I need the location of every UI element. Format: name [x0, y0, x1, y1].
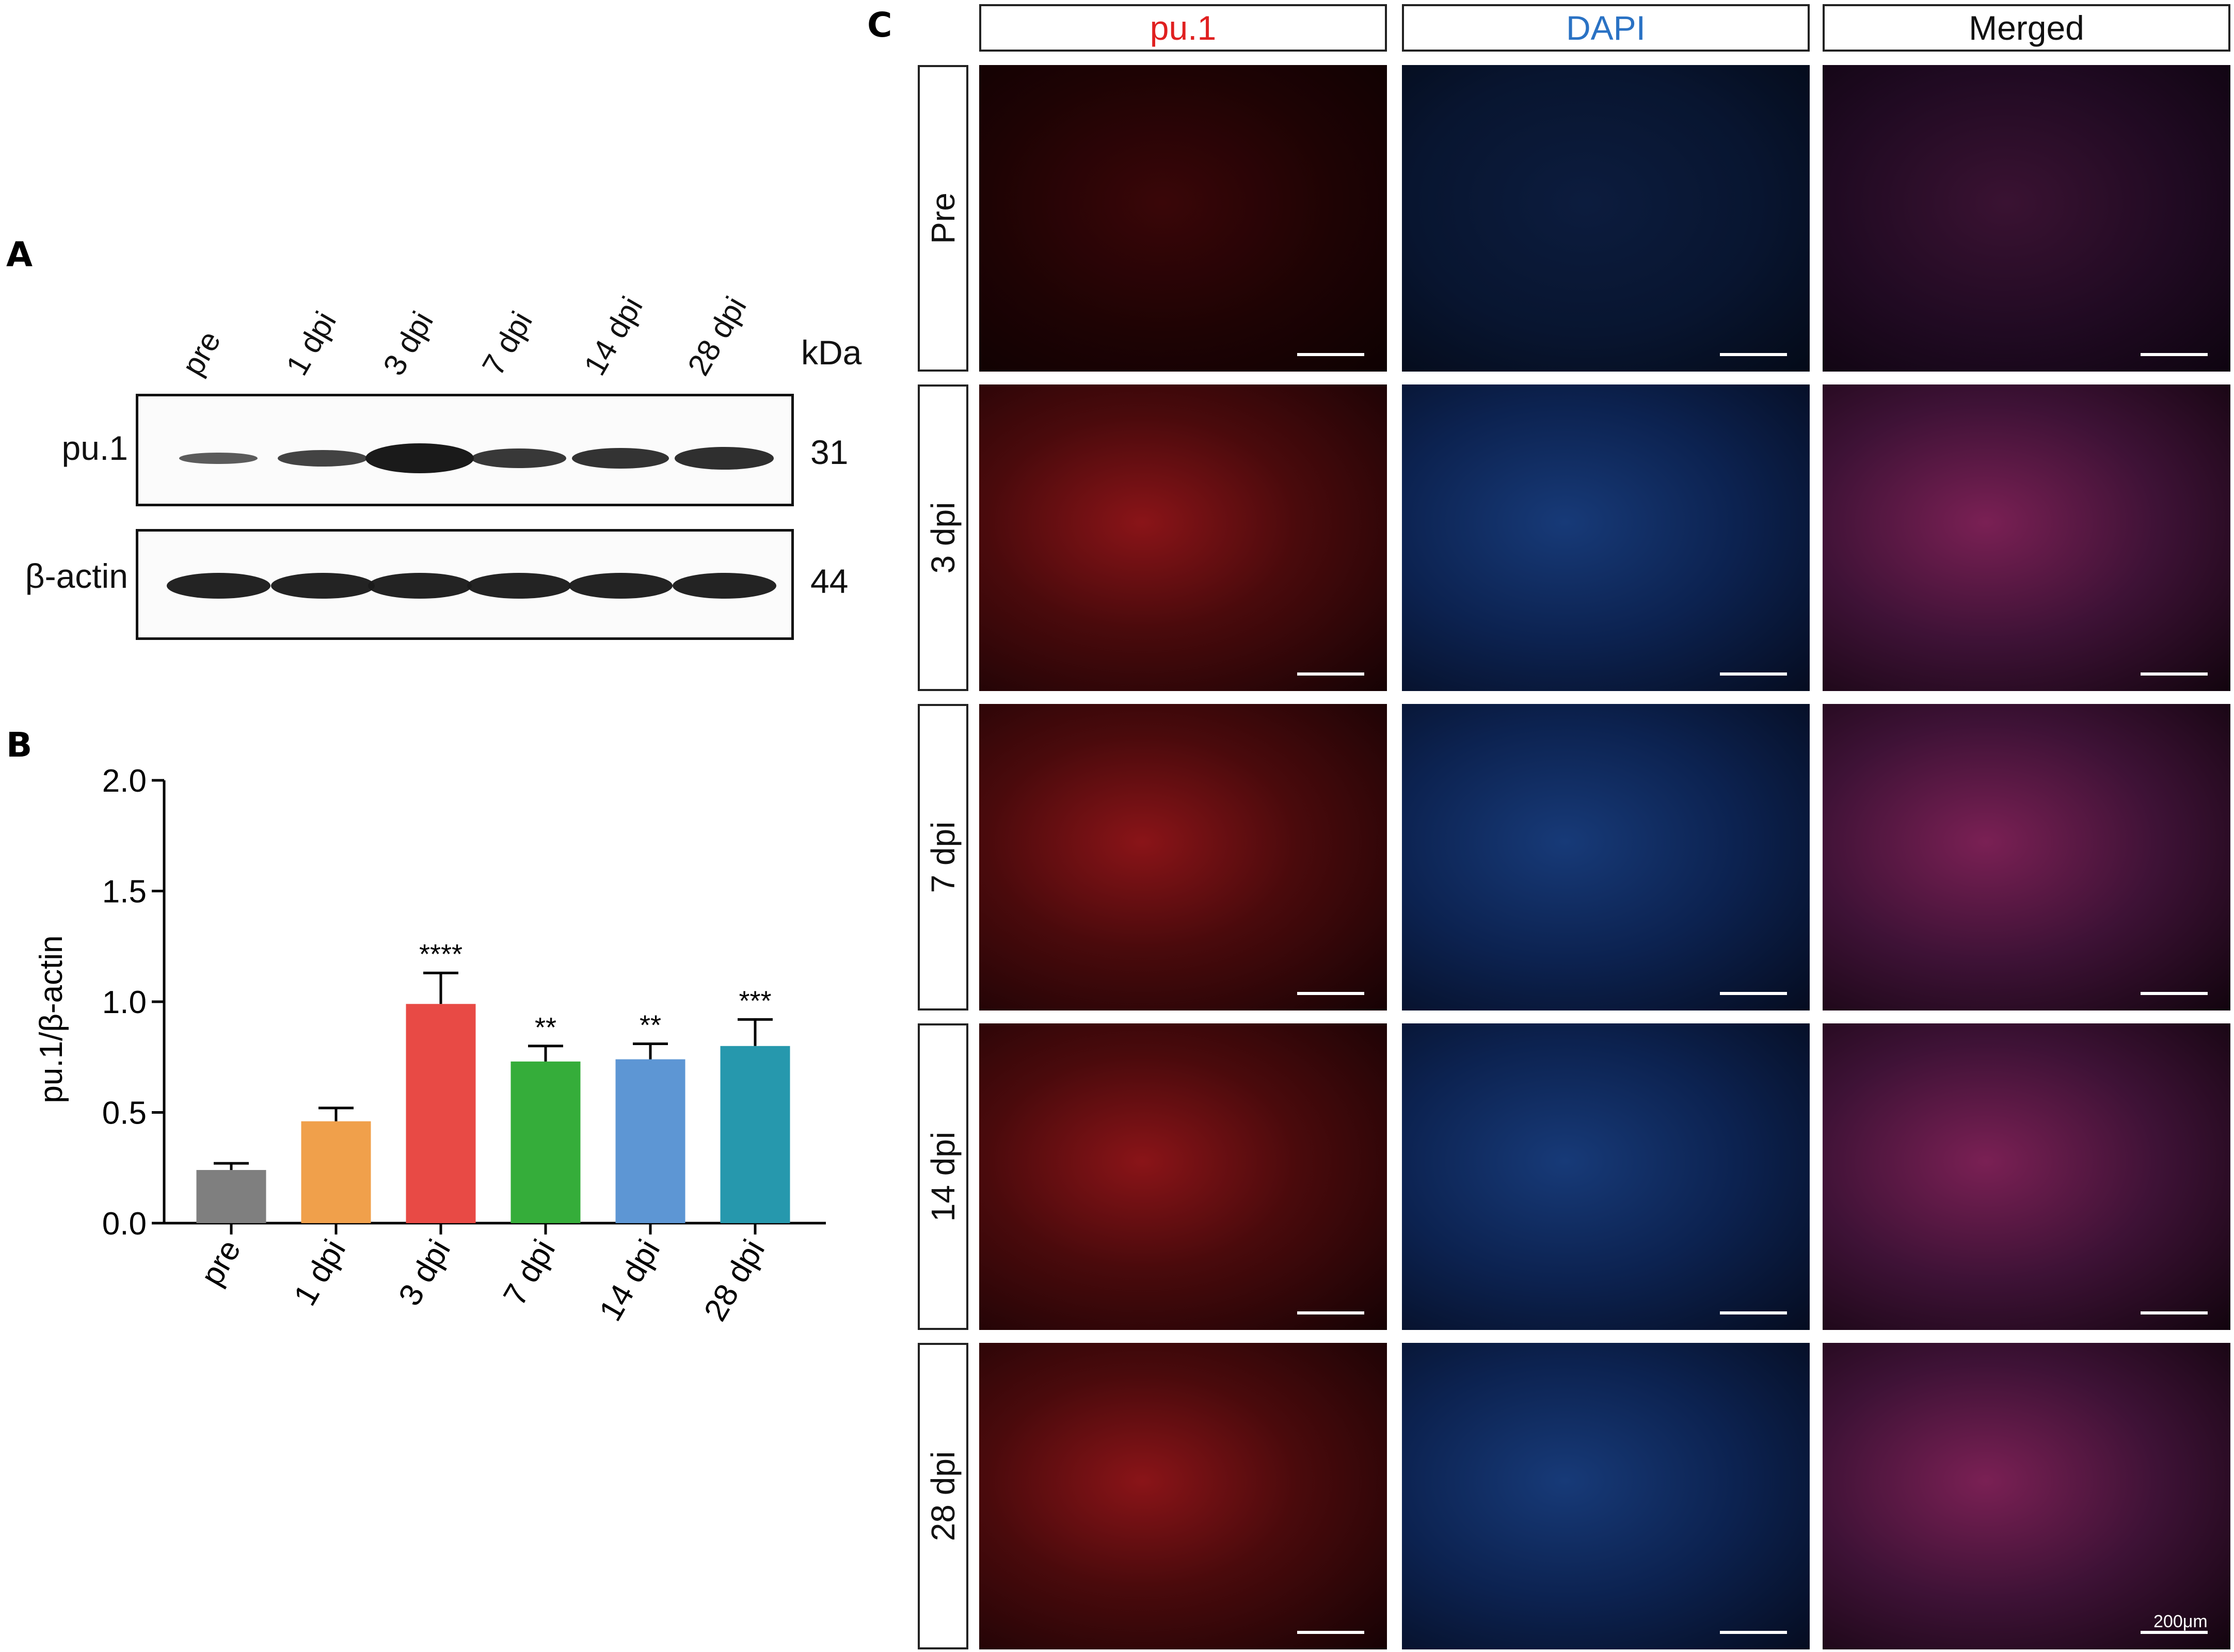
scale-bar	[2141, 353, 2208, 356]
scale-bar	[2141, 672, 2208, 676]
scale-bar	[1720, 992, 1787, 995]
x-tick-label: 3 dpi	[392, 1234, 457, 1312]
kda-value-pu1: 31	[810, 433, 849, 471]
blot-band	[368, 572, 472, 599]
scale-bar	[1297, 992, 1364, 995]
scale-bar	[1297, 1311, 1364, 1314]
y-tick-label: 0.0	[102, 1206, 147, 1242]
column-header: DAPI	[1402, 4, 1810, 52]
bar	[615, 1059, 685, 1223]
scale-bar	[2141, 992, 2208, 995]
x-tick-label: pre	[194, 1234, 248, 1292]
y-tick-label: 1.5	[102, 874, 147, 910]
micrograph-blue	[1402, 1023, 1810, 1330]
lane-label: 14 dpi	[577, 291, 649, 381]
bar	[406, 1004, 476, 1223]
blot-band	[365, 443, 474, 473]
x-tick-label: 7 dpi	[497, 1234, 562, 1312]
micrograph-red	[979, 1343, 1387, 1649]
blot-band	[675, 447, 774, 470]
scale-bar	[1720, 353, 1787, 356]
micrograph-red	[979, 65, 1387, 372]
lane-label: 1 dpi	[279, 306, 343, 381]
micrograph-blue	[1402, 384, 1810, 691]
kda-value-bactin: 44	[810, 562, 849, 600]
micrograph-blue	[1402, 65, 1810, 372]
y-tick-label: 0.5	[102, 1096, 147, 1131]
blot-row-label-bactin: β-actin	[25, 557, 128, 595]
lane-label: 3 dpi	[376, 306, 440, 381]
row-header: 14 dpi	[918, 1023, 968, 1330]
bar	[720, 1046, 790, 1223]
blot-band	[471, 448, 567, 469]
blot-band	[179, 452, 258, 464]
blot-band	[572, 447, 669, 469]
significance-label: ****	[419, 939, 462, 970]
row-header: 7 dpi	[918, 704, 968, 1011]
micrograph-merged	[1823, 384, 2230, 691]
panel-label-a: A	[6, 235, 33, 275]
micrograph-red	[979, 384, 1387, 691]
micrograph-blue	[1402, 704, 1810, 1011]
row-header-label: Pre	[924, 193, 962, 244]
micrograph-merged	[1823, 1343, 2230, 1649]
row-header: 28 dpi	[918, 1343, 968, 1649]
scale-bar	[2141, 1311, 2208, 1314]
scale-bar	[1297, 353, 1364, 356]
lane-label: pre	[175, 325, 228, 381]
significance-label: **	[535, 1012, 556, 1043]
bar	[301, 1121, 371, 1223]
blot-band	[467, 572, 571, 599]
blot-band	[166, 572, 270, 599]
micrograph-merged	[1823, 704, 2230, 1011]
blot-frame-bactin	[136, 529, 794, 640]
blot-band	[278, 450, 368, 467]
bar	[510, 1061, 581, 1223]
y-tick-label: 2.0	[102, 763, 147, 799]
blot-band	[568, 572, 673, 599]
row-header-label: 3 dpi	[924, 502, 962, 574]
scale-bar	[1720, 1311, 1787, 1314]
y-axis-title: pu.1/β-actin	[34, 935, 69, 1103]
panel-label-b: B	[6, 725, 33, 765]
scale-bar	[1297, 1631, 1364, 1634]
blot-frame-pu1	[136, 394, 794, 506]
micrograph-red	[979, 704, 1387, 1011]
micrograph-blue	[1402, 1343, 1810, 1649]
x-tick-label: 14 dpi	[593, 1234, 667, 1327]
blot-row-label-pu1: pu.1	[61, 429, 128, 467]
column-header: Merged	[1823, 4, 2230, 52]
significance-label: ***	[739, 985, 771, 1016]
row-header-label: 28 dpi	[924, 1451, 962, 1542]
blot-band	[270, 572, 375, 599]
row-header-label: 7 dpi	[924, 821, 962, 893]
row-header-label: 14 dpi	[924, 1131, 962, 1222]
scale-bar	[1720, 1631, 1787, 1634]
micrograph-red	[979, 1023, 1387, 1330]
x-tick-label: 1 dpi	[287, 1234, 353, 1312]
micrograph-merged	[1823, 1023, 2230, 1330]
x-tick-label: 28 dpi	[697, 1234, 772, 1327]
scale-bar-label: 200μm	[2153, 1612, 2208, 1631]
blot-band	[672, 572, 776, 599]
scale-bar	[1297, 672, 1364, 676]
scale-bar	[1720, 672, 1787, 676]
lane-label: 7 dpi	[475, 306, 539, 381]
micrograph-merged	[1823, 65, 2230, 372]
bar	[196, 1170, 266, 1223]
kda-label: kDa	[801, 333, 862, 372]
lane-label: 28 dpi	[681, 291, 753, 381]
column-header: pu.1	[979, 4, 1387, 52]
panel-label-c: C	[867, 5, 892, 45]
scale-bar	[2141, 1631, 2208, 1634]
row-header: 3 dpi	[918, 384, 968, 691]
row-header: Pre	[918, 65, 968, 372]
y-tick-label: 1.0	[102, 985, 147, 1020]
significance-label: **	[640, 1010, 661, 1041]
